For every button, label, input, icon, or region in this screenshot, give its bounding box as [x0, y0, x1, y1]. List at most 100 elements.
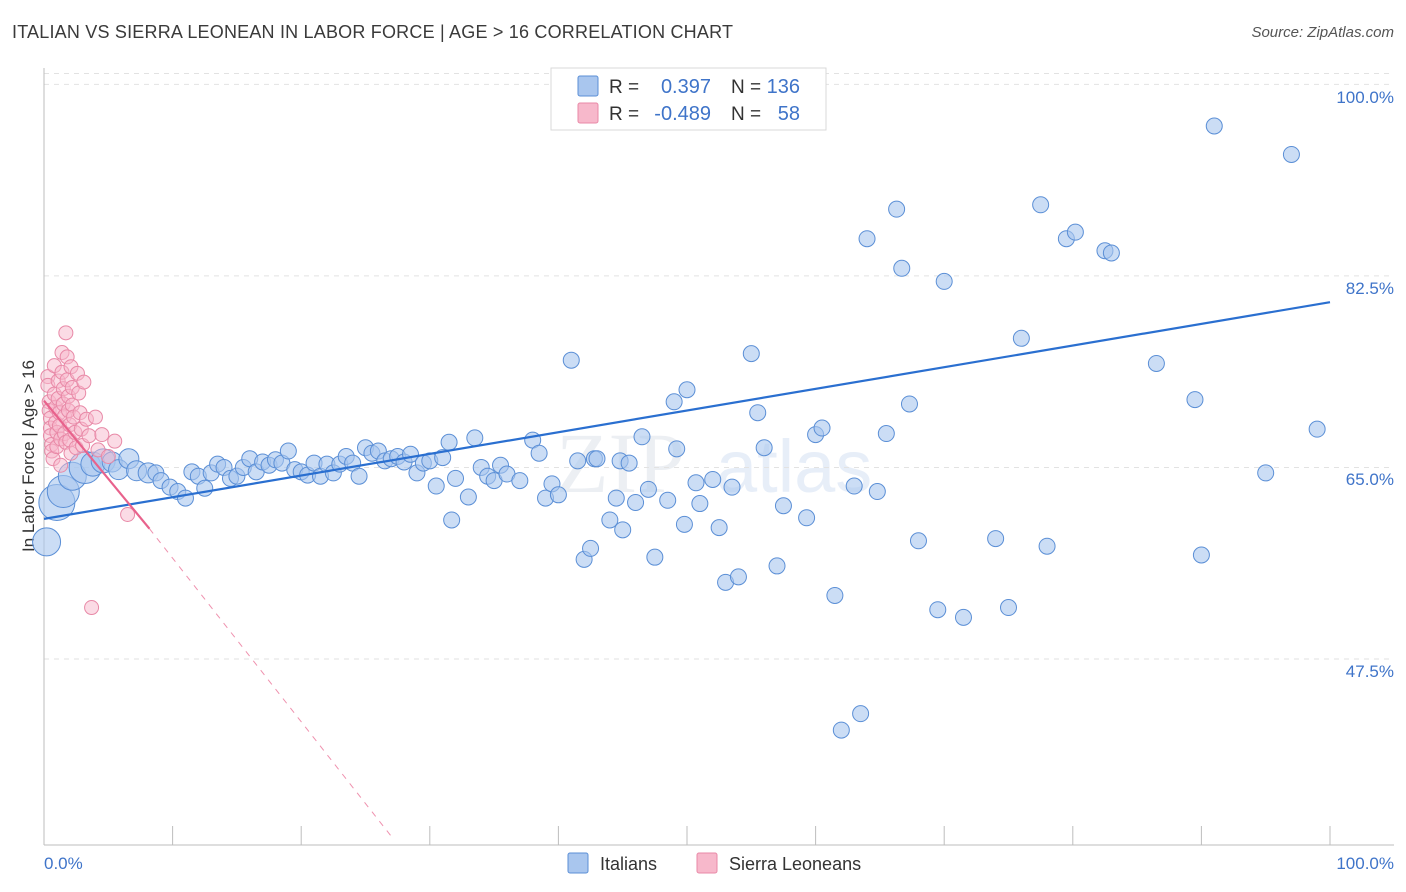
italians-point-100	[742, 345, 760, 363]
italians-point-105	[798, 509, 816, 527]
italians-point-126	[1038, 537, 1056, 555]
legend-n-value-sierra-leoneans: 58	[778, 103, 800, 125]
italians-point-98	[723, 478, 741, 496]
italians-point-125	[1032, 196, 1050, 214]
italians-point-79	[601, 511, 619, 529]
italians-point-55	[427, 477, 445, 495]
sierra-leoneans-point-21	[53, 457, 69, 473]
italians-point-113	[868, 483, 886, 501]
italians-point-95	[704, 470, 722, 488]
italians-point-78	[588, 450, 606, 468]
legend-n-label-sierra-leoneans: N =	[731, 104, 761, 125]
italians-point-135	[1257, 464, 1275, 482]
sierra-leoneans-point-51	[84, 600, 100, 616]
x-tick-label-100: 100.0%	[1336, 854, 1394, 873]
sierra-leoneans-point-55	[100, 449, 116, 464]
legend-swatch-italians	[577, 75, 599, 97]
bottom-legend-label-italians: Italians	[600, 854, 657, 874]
legend-r-value-sierra-leoneans: -0.489	[654, 103, 711, 125]
italians-point-32	[279, 442, 297, 460]
watermark-atlas: atlas	[716, 425, 872, 508]
italians-point-120	[935, 272, 953, 290]
sierra-leoneans-point-50	[81, 428, 97, 444]
italians-point-117	[900, 395, 918, 413]
italians-point-137	[1308, 420, 1326, 438]
sierra-leoneans-trendline	[43, 399, 151, 530]
italians-point-69	[530, 444, 548, 462]
italians-point-56	[434, 449, 452, 467]
sierra-leoneans-point-57	[120, 507, 136, 523]
italians-point-110	[845, 477, 863, 495]
y-tick-label-100: 100.0%	[1336, 88, 1394, 107]
y-tick-label-47-5: 47.5%	[1346, 662, 1394, 681]
italians-point-96	[710, 519, 728, 537]
italians-point-133	[1192, 546, 1210, 564]
italians-point-111	[852, 705, 870, 723]
italians-trendline	[43, 301, 1331, 520]
sierra-leoneans-point-29	[58, 325, 74, 341]
italians-point-84	[627, 493, 645, 511]
sierra-leoneans-point-52	[87, 409, 103, 425]
italians-point-136	[1282, 145, 1300, 163]
italians-point-87	[646, 548, 664, 566]
italians-point-83	[620, 454, 638, 472]
italians-point-72	[549, 486, 567, 504]
italians-point-16	[176, 489, 194, 507]
italians-point-92	[678, 381, 696, 399]
italians-point-101	[749, 404, 767, 422]
italians-point-130	[1102, 244, 1120, 262]
italians-point-59	[447, 469, 465, 487]
italians-point-107	[813, 419, 831, 437]
italians-point-85	[633, 428, 651, 446]
bottom-legend-label-sierra-leoneans: Sierra Leoneans	[729, 854, 861, 874]
italians-point-115	[888, 200, 906, 218]
y-tick-label-65: 65.0%	[1346, 470, 1394, 489]
italians-point-93	[687, 474, 705, 492]
y-tick-label-82-5: 82.5%	[1346, 279, 1394, 298]
italians-point-88	[659, 491, 677, 509]
italians-point-67	[511, 472, 529, 490]
italians-point-43	[350, 467, 368, 485]
chart-title: ITALIAN VS SIERRA LEONEAN IN LABOR FORCE…	[12, 22, 734, 42]
legend-n-value-italians: 136	[767, 76, 800, 98]
italians-point-60	[459, 488, 477, 506]
italians-point-80	[607, 489, 625, 507]
x-axis-ticks	[43, 826, 1331, 845]
legend-r-label-sierra-leoneans: R =	[609, 104, 639, 125]
italians-point-134	[1205, 117, 1223, 135]
italians-point-58	[443, 511, 461, 529]
italians-point-118	[909, 532, 927, 550]
legend-r-value-italians: 0.397	[661, 76, 711, 98]
italians-point-99	[729, 568, 747, 586]
italians-point-74	[569, 452, 587, 470]
italians-point-82	[614, 521, 632, 539]
italians-point-76	[582, 539, 600, 557]
italians-point-122	[987, 530, 1005, 548]
italians-point-116	[893, 259, 911, 277]
italians-point-104	[774, 497, 792, 515]
italians-point-121	[954, 608, 972, 626]
italians-point-124	[1012, 329, 1030, 347]
gridlines	[44, 72, 1394, 660]
bottom-legend-swatch-sierra-leoneans	[696, 852, 718, 874]
trendlines	[43, 301, 1331, 837]
italians-point-89	[665, 393, 683, 411]
italians-point-0	[32, 527, 62, 557]
italians-point-94	[691, 495, 709, 513]
sierra-leoneans-point-48	[76, 374, 92, 390]
x-tick-label-0: 0.0%	[44, 854, 83, 873]
italians-point-123	[1000, 599, 1017, 617]
italians-point-108	[826, 586, 844, 604]
italians-point-112	[858, 230, 876, 248]
italians-point-114	[877, 425, 895, 443]
y-axis-title: In Labor Force | Age > 16	[19, 360, 38, 552]
legend-r-label-italians: R =	[609, 77, 639, 98]
series-legend: Italians Sierra Leoneans	[567, 852, 861, 874]
italians-point-102	[755, 439, 773, 457]
legend-swatch-sierra-leoneans	[577, 102, 599, 124]
bottom-legend-swatch-italians	[567, 852, 589, 874]
source-credit: Source: ZipAtlas.com	[1251, 24, 1394, 41]
italians-point-109	[832, 721, 850, 739]
italians-point-132	[1186, 391, 1204, 409]
